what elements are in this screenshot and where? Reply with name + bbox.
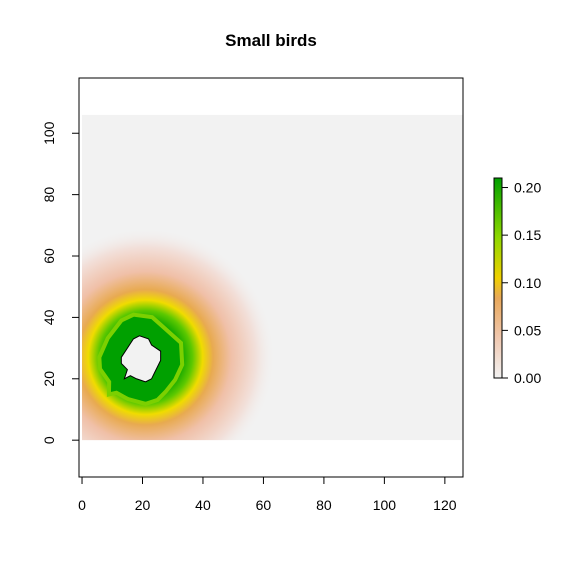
x-tick-label: 120 [433, 497, 457, 513]
x-tick-label: 60 [256, 497, 272, 513]
chart-title: Small birds [225, 31, 317, 50]
colorbar-tick-label: 0.20 [514, 180, 541, 196]
x-tick-label: 0 [78, 497, 86, 513]
x-tick-label: 20 [135, 497, 151, 513]
hotspot-core [120, 335, 162, 383]
y-tick-label: 20 [41, 371, 57, 387]
colorbar-tick-label: 0.00 [514, 370, 541, 386]
x-tick-label: 40 [195, 497, 211, 513]
raster-layer [82, 114, 463, 441]
y-tick-label: 100 [41, 121, 57, 145]
colorbar-ticks: 0.00 0.05 0.10 0.15 0.20 [502, 180, 541, 386]
x-tick-label: 80 [316, 497, 332, 513]
y-tick-label: 60 [41, 248, 57, 264]
colorbar-tick-label: 0.10 [514, 275, 541, 291]
y-tick-label: 0 [41, 436, 57, 444]
colorbar-tick-label: 0.05 [514, 322, 541, 338]
y-tick-label: 40 [41, 309, 57, 325]
x-axis: 0 20 40 60 80 100 120 [78, 476, 457, 513]
y-tick-label: 80 [41, 187, 57, 203]
x-tick-label: 100 [373, 497, 397, 513]
colorbar-tick-label: 0.15 [514, 227, 541, 243]
colorbar: 0.00 0.05 0.10 0.15 0.20 [493, 177, 541, 386]
colorbar-gradient-bar [493, 177, 503, 379]
y-axis: 0 20 40 60 80 100 [41, 121, 80, 444]
